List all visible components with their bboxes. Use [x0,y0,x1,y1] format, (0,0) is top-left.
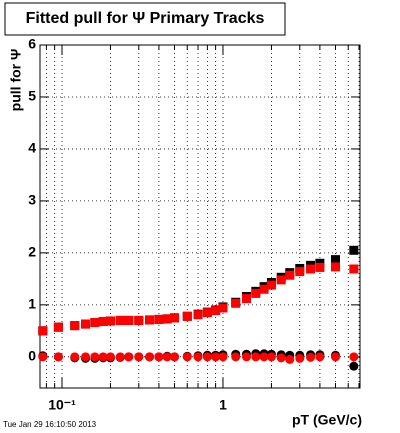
y-tick-label: 1 [28,296,36,312]
point [162,352,172,362]
point [170,352,180,362]
point [38,352,48,362]
point [285,270,295,280]
point [241,352,251,362]
point [349,264,359,274]
point [202,352,212,362]
point [330,262,340,272]
point [306,264,316,274]
point [276,275,286,285]
x-tick-label: 10⁻¹ [48,397,76,413]
timestamp: Tue Jan 29 16:10:50 2013 [3,420,97,429]
point [330,255,340,265]
point [266,352,276,362]
point [251,288,261,298]
y-tick-label: 2 [28,244,36,260]
point [295,353,305,363]
point [115,315,125,325]
y-tick-label: 5 [28,88,36,104]
point [90,352,100,362]
point [90,318,100,328]
point [306,352,316,362]
point [315,352,325,362]
point [145,352,155,362]
point [162,314,172,324]
point [115,352,125,362]
point [251,352,261,362]
x-axis-label: pT (GeV/c) [292,412,362,428]
point [145,315,155,325]
point [276,353,286,363]
point [134,352,144,362]
x-tick-label: 1 [219,397,227,413]
point [330,352,340,362]
point [285,354,295,364]
point [81,352,91,362]
chart-title: Fitted pull for Ψ Primary Tracks [26,10,265,27]
point [202,308,212,318]
point [53,352,63,362]
point [241,294,251,304]
point [295,267,305,277]
point [70,321,80,331]
point [53,322,63,332]
point [259,352,269,362]
point [81,319,91,329]
point [231,298,241,308]
point [349,245,359,255]
point [105,352,115,362]
title-box [4,2,286,36]
point [70,352,80,362]
point [193,352,203,362]
point [154,352,164,362]
y-tick-label: 6 [28,36,36,52]
point [349,352,359,362]
y-axis-label: pull for Ψ [8,49,24,112]
y-tick-label: 3 [28,192,36,208]
point [218,352,228,362]
y-tick-label: 0 [28,348,36,364]
point [182,352,192,362]
y-tick-label: 4 [28,140,36,156]
point [266,280,276,290]
point [124,352,134,362]
point [211,306,221,316]
plot-frame [39,44,361,389]
point [134,315,144,325]
point [218,303,228,313]
point [349,361,359,371]
point [315,262,325,272]
point [105,316,115,326]
point [259,284,269,294]
point [38,326,48,336]
point [124,315,134,325]
point [170,313,180,323]
point [98,316,108,326]
point [98,352,108,362]
point [193,310,203,320]
point [182,311,192,321]
point [211,352,221,362]
point [231,352,241,362]
point [154,314,164,324]
